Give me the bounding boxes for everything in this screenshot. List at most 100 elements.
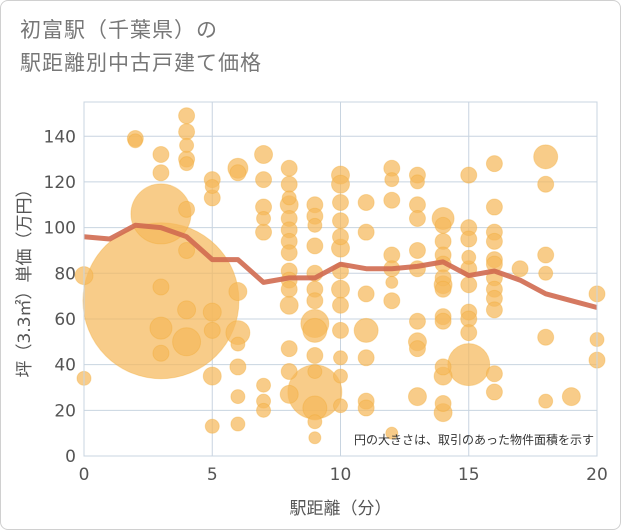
bubble-point bbox=[332, 321, 349, 339]
bubble-point bbox=[434, 280, 452, 298]
bubble-point bbox=[447, 343, 491, 387]
y-tick-labels: 0 20 40 60 80 100 120 140 bbox=[44, 127, 76, 467]
plot-border bbox=[83, 101, 598, 457]
bubble-point bbox=[254, 145, 274, 165]
bubble-point bbox=[307, 217, 323, 233]
bubble-point bbox=[408, 209, 426, 227]
bubble-point bbox=[306, 237, 324, 255]
bubble-point bbox=[178, 123, 196, 141]
bubble-point bbox=[533, 144, 559, 170]
y-tick-label: 120 bbox=[44, 173, 76, 193]
x-axis-label: 駅距離（分） bbox=[290, 499, 392, 519]
bubble-point bbox=[485, 301, 503, 319]
bubble-point bbox=[331, 174, 350, 194]
bubble-point bbox=[203, 321, 221, 339]
bubble-point bbox=[407, 387, 427, 407]
bubble-point bbox=[204, 179, 220, 195]
bubble-point bbox=[178, 200, 196, 218]
bubble-point bbox=[434, 312, 452, 330]
bubble-point bbox=[333, 368, 348, 384]
bubble-point bbox=[230, 416, 246, 432]
bubble-point bbox=[149, 316, 173, 340]
bubble-point bbox=[179, 137, 195, 153]
bubble-point bbox=[280, 280, 298, 298]
bubble-point bbox=[152, 146, 170, 164]
bubble-point bbox=[332, 296, 349, 314]
bubble-point bbox=[537, 246, 555, 264]
bubble-point bbox=[229, 358, 247, 376]
bubble-point bbox=[202, 302, 222, 322]
bubble-point bbox=[172, 327, 202, 357]
bubble-point bbox=[256, 377, 272, 393]
chart-title-line2: 駅距離別中古戸建て価格 bbox=[20, 51, 262, 75]
bubble-point bbox=[538, 265, 554, 281]
bubble-point bbox=[228, 282, 248, 302]
bubble-point bbox=[385, 426, 399, 440]
y-tick-label: 100 bbox=[44, 219, 76, 239]
bubbles-layer bbox=[74, 107, 606, 445]
y-tick-label: 0 bbox=[65, 447, 76, 467]
bubble-point bbox=[383, 292, 401, 310]
bubble-point bbox=[306, 347, 324, 365]
bubble-point bbox=[280, 159, 298, 177]
bubble-point bbox=[357, 285, 375, 303]
bubble-point bbox=[357, 399, 375, 417]
bubble-point bbox=[485, 383, 503, 401]
bubble-point bbox=[280, 362, 298, 380]
bubble-point bbox=[127, 133, 143, 149]
bubble-point bbox=[485, 365, 503, 383]
bubble-point bbox=[279, 384, 299, 404]
x-tick-label: 5 bbox=[207, 465, 218, 485]
bubble-point bbox=[511, 260, 529, 278]
x-tick-labels: 0 5 10 15 20 bbox=[79, 465, 608, 485]
bubble-point bbox=[280, 340, 298, 358]
bubble-point bbox=[308, 431, 322, 445]
bubble-point bbox=[353, 317, 379, 343]
bubble-point bbox=[561, 387, 581, 407]
bubble-point bbox=[152, 278, 170, 296]
chart-title-line1: 初富駅（千葉県）の bbox=[20, 18, 218, 42]
bubble-point bbox=[229, 164, 247, 182]
x-tick-label: 20 bbox=[586, 465, 608, 485]
bubble-point bbox=[537, 175, 555, 193]
bubble-point bbox=[255, 171, 273, 189]
bubble-point bbox=[230, 389, 246, 405]
bubble-point bbox=[279, 295, 299, 315]
bubble-point bbox=[256, 210, 272, 226]
bubble-size-annotation: 円の大きさは、取引のあった物件面積を示す bbox=[354, 432, 594, 447]
bubble-point bbox=[331, 279, 350, 299]
bubble-point bbox=[434, 358, 452, 376]
bubble-point bbox=[357, 223, 375, 241]
bubble-point bbox=[230, 336, 246, 352]
bubble-point bbox=[408, 340, 426, 358]
bubble-point bbox=[537, 328, 555, 346]
bubble-point bbox=[460, 324, 478, 342]
bubble-point bbox=[204, 418, 220, 434]
bubble-point bbox=[384, 172, 400, 188]
bubble-point bbox=[178, 107, 196, 125]
bubble-point bbox=[302, 317, 328, 343]
chart-title: 初富駅（千葉県）の 駅距離別中古戸建て価格 bbox=[20, 14, 262, 80]
bubble-point bbox=[485, 232, 503, 250]
bubble-point bbox=[434, 216, 452, 234]
bubble-point bbox=[307, 363, 323, 379]
bubble-point bbox=[357, 349, 375, 367]
bubble-point bbox=[332, 212, 349, 230]
bubble-point bbox=[460, 230, 478, 248]
bubble-point bbox=[461, 249, 477, 265]
y-tick-label: 60 bbox=[54, 310, 76, 330]
bubble-point bbox=[460, 166, 478, 184]
bubble-point bbox=[357, 193, 375, 211]
bubble-point bbox=[385, 275, 399, 289]
average-price-line bbox=[83, 222, 598, 310]
bubble-point bbox=[256, 402, 272, 418]
bubble-point bbox=[280, 244, 298, 262]
bubble-point bbox=[281, 190, 297, 206]
y-axis-label: 坪（3.3㎡）単価（万円） bbox=[15, 180, 35, 377]
bubble-point bbox=[333, 350, 348, 366]
bubble-point bbox=[306, 292, 324, 310]
bubble-point bbox=[408, 241, 426, 259]
bubble-point bbox=[333, 398, 348, 414]
bubble-point bbox=[178, 241, 196, 259]
bubble-point bbox=[434, 394, 452, 412]
